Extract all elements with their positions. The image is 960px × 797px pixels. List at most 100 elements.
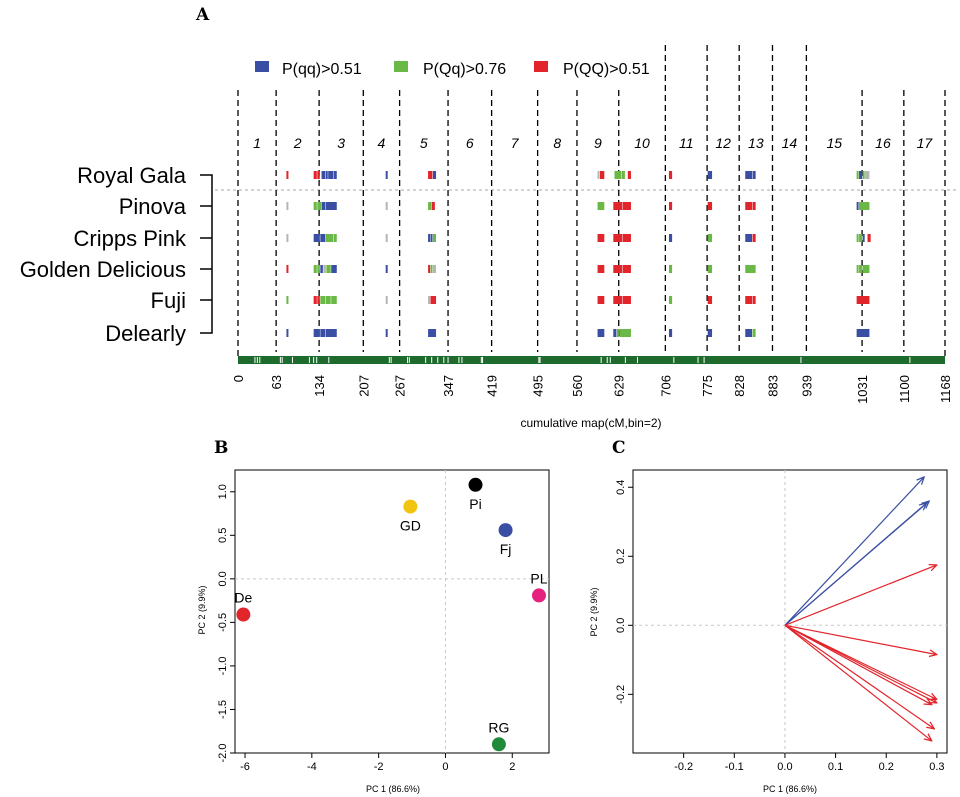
genotype-segment [752, 329, 756, 337]
genotype-segment [745, 171, 753, 179]
genotype-segment [752, 171, 756, 179]
genotype-segment [320, 234, 326, 242]
genotype-segment [745, 202, 753, 210]
chromosome-number: 11 [679, 135, 694, 151]
y-tick-label: 0.0 [615, 618, 627, 633]
y-tick-label: -0.5 [217, 613, 229, 632]
genotype-segment [325, 234, 334, 242]
position-tick-label: 0 [231, 375, 246, 382]
genotype-segment [428, 265, 431, 273]
legend-label-qq: P(qq)>0.51 [282, 61, 362, 78]
genotype-segment [707, 171, 713, 179]
point-label: GD [400, 518, 421, 534]
y-tick-label: -2.0 [217, 744, 229, 763]
chromosome-number: 5 [420, 135, 428, 151]
position-tick-label: 267 [393, 375, 408, 397]
genotype-segment [325, 329, 337, 337]
x-tick-label: -0.2 [674, 761, 693, 773]
genotype-segment [385, 265, 388, 273]
genotype-segment [622, 296, 631, 304]
genotype-segment [323, 265, 326, 273]
genotype-segment [428, 202, 432, 210]
panel-c-zero-lines [633, 470, 947, 753]
genotype-segment [619, 329, 631, 337]
chromosome-number: 13 [748, 135, 764, 151]
genotype-segment [385, 329, 388, 337]
chromosome-number: 1 [253, 135, 261, 151]
genotype-segment [385, 234, 388, 242]
point-pl [531, 588, 546, 603]
genotype-segment [627, 171, 631, 179]
loading-arrow-red [784, 624, 934, 729]
position-tick-label: 560 [570, 375, 585, 397]
genotype-segment [859, 265, 863, 273]
position-tick-label: 828 [732, 375, 747, 397]
point-gd [403, 499, 418, 514]
panel-c-y-ticks: 0.4 0.2 0.0 -0.2 [615, 480, 633, 704]
position-tick-label: 495 [531, 375, 546, 397]
panel-c-ylabel: PC 2 (9.9%) [589, 587, 599, 636]
x-tick-label: 0.2 [879, 761, 894, 773]
track-bar [238, 356, 945, 364]
genotype-segment [320, 296, 326, 304]
genotype-segment [313, 296, 317, 304]
genotype-segment [286, 234, 289, 242]
point-label: Fj [500, 541, 512, 557]
chromosome-number: 14 [782, 135, 798, 151]
y-tick-label: -1.0 [217, 656, 229, 675]
genotype-segment [856, 234, 859, 242]
cultivar-label: Golden Delicious [20, 257, 186, 282]
panel-b-xlabel: PC 1 (86.6%) [366, 784, 420, 794]
genotype-segment [317, 202, 322, 210]
point-label: PL [530, 570, 547, 586]
genotype-segment [668, 329, 673, 337]
position-tick-label: 134 [312, 375, 327, 397]
genotype-segment [331, 296, 337, 304]
genotype-segment [867, 234, 871, 242]
genotype-segment [432, 171, 437, 179]
genotype-segment [614, 171, 622, 179]
genotype-segment [286, 265, 289, 273]
genotype-segment [385, 296, 388, 304]
genotype-segment [385, 171, 388, 179]
genotype-segment [859, 171, 863, 179]
genotype-segment [326, 265, 331, 273]
genotype-segment [320, 329, 326, 337]
cultivar-label: Fuji [151, 288, 186, 313]
legend-label-Qq: P(Qq)>0.76 [423, 61, 506, 78]
genotype-segment [856, 296, 870, 304]
genotype-segment [320, 265, 323, 273]
genotype-segment [668, 202, 673, 210]
genotype-segment [622, 265, 631, 273]
loading-arrow-blue [784, 477, 924, 626]
position-tick-label: 63 [269, 375, 284, 389]
genotype-segment [428, 329, 437, 337]
genotype-segment [859, 202, 870, 210]
panel-c-letter: C [612, 438, 626, 458]
genotype-segment [317, 265, 320, 273]
genotype-segment [745, 234, 753, 242]
chromosome-number: 10 [634, 135, 650, 151]
genotype-segment [862, 265, 870, 273]
position-tick-label: 1168 [938, 375, 953, 403]
chromosome-numbers: 1 2 3 4 5 6 7 8 9 10 11 12 13 14 15 16 17 [253, 135, 933, 151]
genotype-segment [856, 265, 859, 273]
cultivar-bracket [200, 174, 213, 334]
genotype-segment [745, 329, 753, 337]
loading-arrow-red [784, 565, 937, 626]
genotype-segment [321, 171, 326, 179]
panel-c-x-ticks: -0.2 -0.1 0.0 0.1 0.2 0.3 [674, 753, 945, 773]
genotype-segment [597, 234, 605, 242]
panel-a-genotype-map: P(qq)>0.51 P(Qq)>0.76 P(QQ)>0.51 Royal G… [20, 45, 958, 430]
genotype-segment [430, 234, 433, 242]
chromosome-boundaries [237, 45, 946, 356]
genotype-segment [597, 171, 600, 179]
panel-b-points: Pi GD Fj PL De RG [234, 477, 548, 752]
genotype-segment [622, 202, 631, 210]
position-tick-label: 419 [485, 375, 500, 397]
genotype-segment [613, 202, 623, 210]
genotype-segment [599, 171, 605, 179]
loading-arrow-red [784, 624, 932, 704]
genotype-segment [668, 296, 673, 304]
